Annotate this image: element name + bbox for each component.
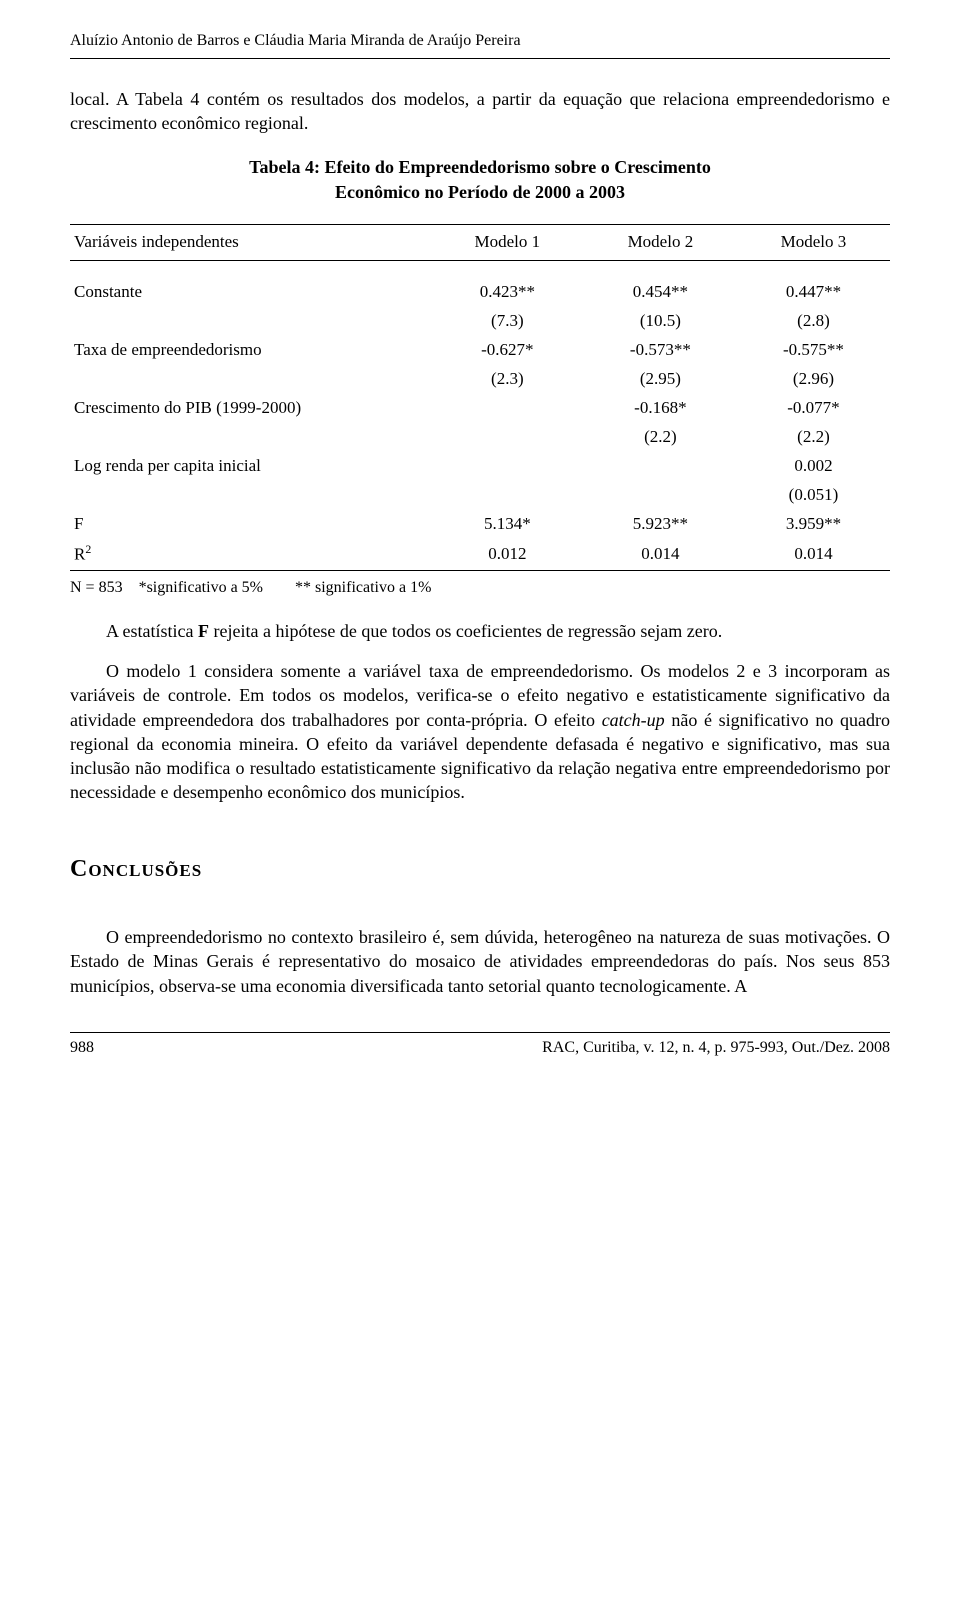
footer-cite: RAC, Curitiba, v. 12, n. 4, p. 975-993, …	[542, 1037, 890, 1059]
cell-val: -0.573**	[584, 336, 737, 365]
cell-val: 0.014	[584, 538, 737, 570]
page-footer: 988 RAC, Curitiba, v. 12, n. 4, p. 975-9…	[70, 1032, 890, 1059]
table-note: N = 853 *significativo a 5% ** significa…	[70, 577, 890, 599]
cell-val: 5.134*	[431, 510, 584, 539]
para2-pre: A estatística	[106, 621, 198, 641]
para-models: O modelo 1 considera somente a variável …	[70, 659, 890, 805]
para2-post: rejeita a hipótese de que todos os coefi…	[209, 621, 722, 641]
cell-label: Crescimento do PIB (1999-2000)	[70, 394, 431, 423]
page-number: 988	[70, 1037, 94, 1059]
section-head-conclusoes: Conclusões	[70, 853, 890, 885]
cell-val: 0.447**	[737, 278, 890, 307]
table-row: (7.3) (10.5) (2.8)	[70, 307, 890, 336]
running-head: Aluízio Antonio de Barros e Cláudia Mari…	[70, 30, 890, 52]
para3-italic: catch-up	[602, 710, 665, 730]
r2-pre: R	[74, 545, 85, 564]
cell-label: Taxa de empreendedorismo	[70, 336, 431, 365]
cell-val: -0.168*	[584, 394, 737, 423]
cell-se: (2.8)	[737, 307, 890, 336]
header-gap-row	[70, 260, 890, 278]
note-sig1: ** significativo a 1%	[295, 579, 431, 596]
col-m2: Modelo 2	[584, 224, 737, 260]
table-row: R2 0.012 0.014 0.014	[70, 538, 890, 570]
cell-val: 0.454**	[584, 278, 737, 307]
para-f-stat: A estatística F rejeita a hipótese de qu…	[70, 619, 890, 643]
cell-val: -0.627*	[431, 336, 584, 365]
cell-label: F	[70, 510, 431, 539]
table-title-line2: Econômico no Período de 2000 a 2003	[335, 182, 625, 202]
table-row: (2.3) (2.95) (2.96)	[70, 365, 890, 394]
table-row: Log renda per capita inicial 0.002	[70, 452, 890, 481]
cell-se: (7.3)	[431, 307, 584, 336]
note-n: N = 853	[70, 579, 123, 596]
cell-label: Log renda per capita inicial	[70, 452, 431, 481]
para2-bold: F	[198, 621, 209, 641]
table-header-row: Variáveis independentes Modelo 1 Modelo …	[70, 224, 890, 260]
cell-se: (2.2)	[737, 423, 890, 452]
cell-val: 0.423**	[431, 278, 584, 307]
table-title-line1: Tabela 4: Efeito do Empreendedorismo sob…	[249, 157, 711, 177]
col-m1: Modelo 1	[431, 224, 584, 260]
para-conclusoes: O empreendedorismo no contexto brasileir…	[70, 925, 890, 998]
cell-val: 0.014	[737, 538, 890, 570]
cell-se: (2.3)	[431, 365, 584, 394]
table-title: Tabela 4: Efeito do Empreendedorismo sob…	[70, 155, 890, 205]
cell-val: 0.012	[431, 538, 584, 570]
table-row: (2.2) (2.2)	[70, 423, 890, 452]
table-row: Crescimento do PIB (1999-2000) -0.168* -…	[70, 394, 890, 423]
table-row: Taxa de empreendedorismo -0.627* -0.573*…	[70, 336, 890, 365]
cell-se: (2.96)	[737, 365, 890, 394]
cell-val: 0.002	[737, 452, 890, 481]
table-row: Constante 0.423** 0.454** 0.447**	[70, 278, 890, 307]
cell-label: R2	[70, 538, 431, 570]
col-var: Variáveis independentes	[70, 224, 431, 260]
col-m3: Modelo 3	[737, 224, 890, 260]
top-rule	[70, 58, 890, 59]
intro-paragraph: local. A Tabela 4 contém os resultados d…	[70, 87, 890, 136]
cell-se: (2.2)	[584, 423, 737, 452]
cell-se: (2.95)	[584, 365, 737, 394]
cell-label: Constante	[70, 278, 431, 307]
table-row: F 5.134* 5.923** 3.959**	[70, 510, 890, 539]
note-sig5: *significativo a 5%	[139, 579, 263, 596]
stats-table: Variáveis independentes Modelo 1 Modelo …	[70, 224, 890, 571]
cell-val: 3.959**	[737, 510, 890, 539]
cell-se: (10.5)	[584, 307, 737, 336]
cell-val: -0.575**	[737, 336, 890, 365]
cell-se: (0.051)	[737, 481, 890, 510]
table-row: (0.051)	[70, 481, 890, 510]
r2-sup: 2	[85, 542, 91, 556]
cell-val: -0.077*	[737, 394, 890, 423]
cell-val: 5.923**	[584, 510, 737, 539]
